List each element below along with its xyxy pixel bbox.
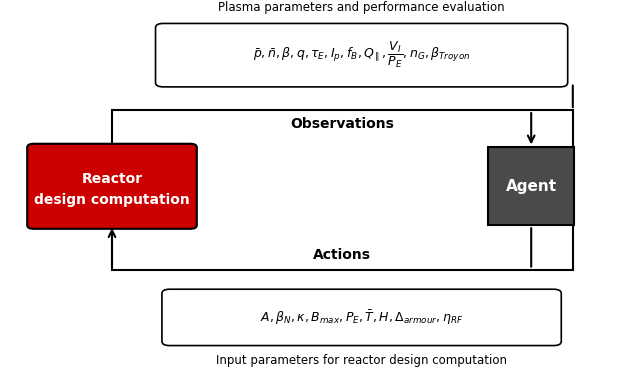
Text: Observations: Observations [291,117,394,131]
Text: Reactor: Reactor [81,172,143,186]
Text: $\bar{p}, \bar{n}, \beta, q, \tau_E, I_p, f_B, Q_{\parallel}, \dfrac{V_I}{P_E}, : $\bar{p}, \bar{n}, \beta, q, \tau_E, I_p… [253,40,470,70]
Text: $A, \beta_N, \kappa, B_{max}, P_E, \bar{T}, H, \Delta_{armour}, \eta_{RF}$: $A, \beta_N, \kappa, B_{max}, P_E, \bar{… [260,308,463,327]
FancyBboxPatch shape [27,144,197,229]
Text: Agent: Agent [506,179,557,194]
FancyBboxPatch shape [162,289,561,345]
Text: Plasma parameters and performance evaluation: Plasma parameters and performance evalua… [218,0,505,14]
FancyBboxPatch shape [156,24,568,87]
FancyBboxPatch shape [112,110,573,270]
FancyBboxPatch shape [488,147,575,225]
Text: Input parameters for reactor design computation: Input parameters for reactor design comp… [216,354,507,367]
Text: design computation: design computation [34,193,190,207]
Text: Actions: Actions [314,248,371,262]
